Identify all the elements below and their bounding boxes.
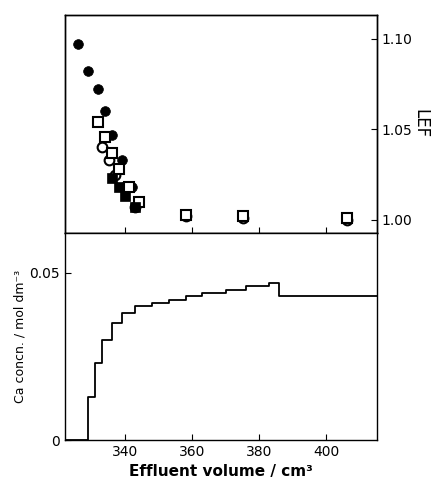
Y-axis label: LEF: LEF [411, 110, 429, 138]
X-axis label: Effluent volume / cm³: Effluent volume / cm³ [129, 464, 313, 479]
Y-axis label: Ca concn. / mol dm⁻³: Ca concn. / mol dm⁻³ [14, 270, 27, 403]
